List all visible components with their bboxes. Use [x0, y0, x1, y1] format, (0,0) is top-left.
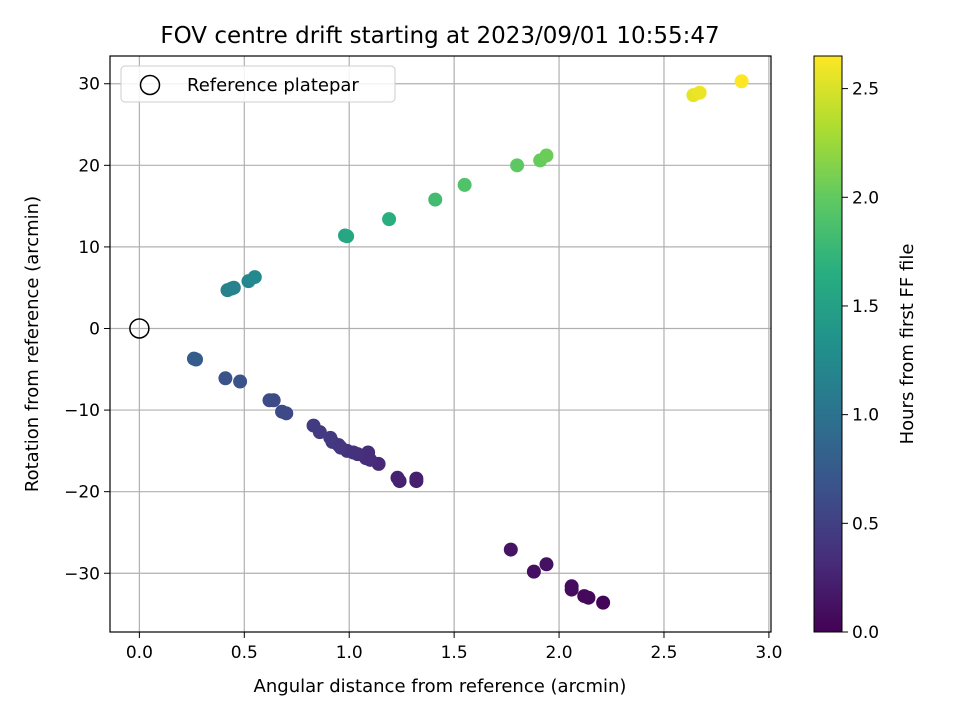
- data-point: [382, 212, 397, 227]
- colorbar-gradient: [813, 55, 843, 633]
- data-point: [596, 595, 611, 610]
- x-tick-label: 0.5: [231, 643, 258, 663]
- data-point: [390, 470, 405, 485]
- data-point: [262, 393, 277, 408]
- x-tick-label: 1.0: [336, 643, 363, 663]
- x-tick-label: 1.5: [441, 643, 468, 663]
- data-point: [539, 148, 554, 163]
- data-points: [186, 74, 749, 610]
- reference-marker-group: [129, 318, 150, 339]
- plot-frame: [109, 55, 772, 633]
- legend-box: [120, 65, 396, 103]
- y-tick-label: −10: [64, 401, 100, 421]
- chart-title: FOV centre drift starting at 2023/09/01 …: [160, 23, 719, 49]
- y-tick-label: −30: [64, 564, 100, 584]
- data-point: [323, 430, 338, 445]
- plot-area: 0.0 0.5 1.0 1.5 2.0 2.5 3.0 30 20 10 0 −10 −20 −30: [64, 55, 782, 663]
- y-tick-label: 0: [89, 319, 100, 339]
- colorbar: 0.0 0.5 1.0 1.5 2.0 2.5 Hours from first FF f…: [813, 55, 918, 643]
- legend-marker-reference: [139, 74, 161, 96]
- y-tick-label: −20: [64, 483, 100, 503]
- y-tick-label: 20: [78, 156, 100, 176]
- data-point: [457, 177, 472, 192]
- data-point: [247, 270, 262, 285]
- colorbar-tick-label: 1.0: [852, 406, 879, 426]
- y-axis-label: Rotation from reference (arcmin): [22, 196, 43, 492]
- colorbar-ticks: 0.0 0.5 1.0 1.5 2.0 2.5: [842, 80, 879, 643]
- data-point: [306, 418, 321, 433]
- colorbar-tick-label: 0.5: [852, 514, 879, 534]
- data-point: [340, 229, 355, 244]
- data-point: [503, 542, 518, 557]
- data-point: [526, 564, 541, 579]
- data-point: [564, 579, 579, 594]
- data-point: [218, 371, 233, 386]
- colorbar-tick-label: 2.0: [852, 188, 879, 208]
- grid-lines: [110, 56, 771, 632]
- x-tick-label: 0.0: [126, 643, 153, 663]
- x-tick-label: 3.0: [755, 643, 782, 663]
- reference-platepar-marker: [129, 318, 150, 339]
- data-point: [734, 74, 749, 89]
- data-point: [428, 192, 443, 207]
- data-point: [692, 85, 707, 100]
- legend: Reference platepar: [120, 65, 396, 103]
- colorbar-tick-label: 2.5: [852, 80, 879, 100]
- data-point: [577, 589, 592, 604]
- y-tick-label: 10: [78, 238, 100, 258]
- data-point: [275, 404, 290, 419]
- data-point: [226, 280, 241, 295]
- x-tick-label: 2.0: [546, 643, 573, 663]
- data-point: [361, 445, 376, 460]
- y-tick-label: 30: [78, 75, 100, 95]
- colorbar-label: Hours from first FF file: [897, 244, 918, 445]
- colorbar-tick-label: 1.5: [852, 297, 879, 317]
- x-axis-ticks: 0.0 0.5 1.0 1.5 2.0 2.5 3.0: [126, 632, 782, 663]
- colorbar-tick-label: 0.0: [852, 623, 879, 643]
- data-point: [186, 351, 201, 366]
- x-axis-label: Angular distance from reference (arcmin): [254, 676, 627, 697]
- data-point: [233, 374, 248, 389]
- data-point: [510, 158, 525, 173]
- data-point: [409, 471, 424, 486]
- y-axis-ticks: 30 20 10 0 −10 −20 −30: [64, 75, 110, 584]
- legend-entry-reference: Reference platepar: [187, 75, 359, 96]
- x-tick-label: 2.5: [650, 643, 677, 663]
- data-point: [539, 557, 554, 572]
